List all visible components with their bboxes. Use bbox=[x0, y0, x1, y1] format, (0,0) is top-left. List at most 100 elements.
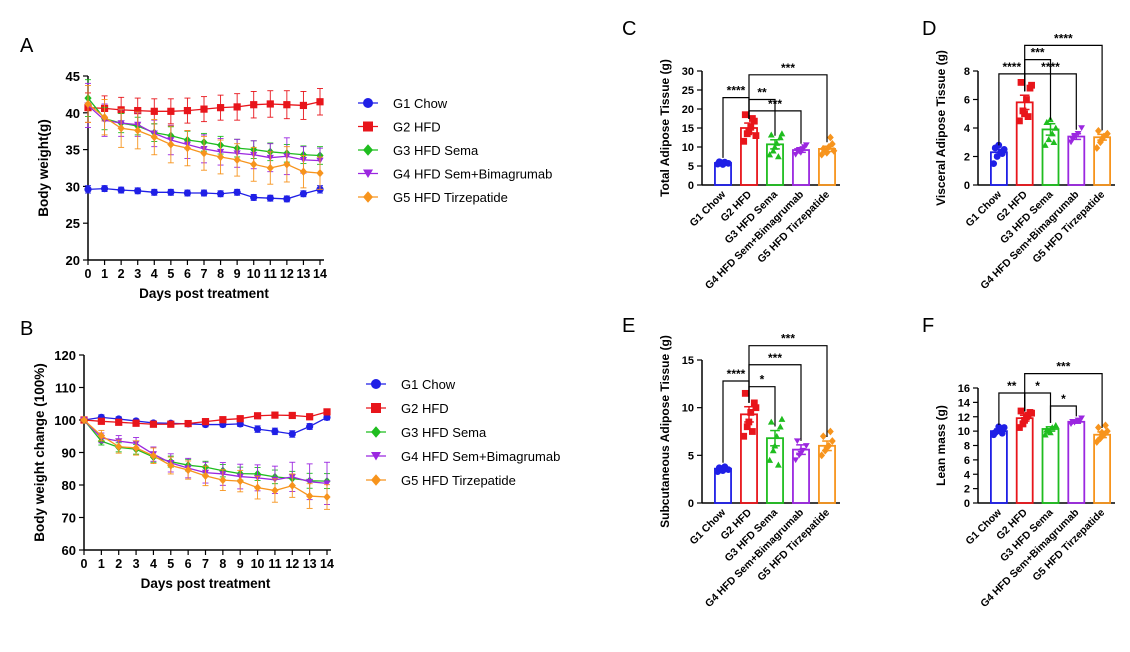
data-point bbox=[1043, 426, 1051, 433]
legend-label: G2 HFD bbox=[393, 120, 441, 135]
data-point bbox=[774, 153, 782, 160]
data-point bbox=[236, 476, 244, 486]
legend-item-G3: G3 HFD Sema bbox=[366, 425, 487, 440]
legend-label: G3 HFD Sema bbox=[393, 143, 479, 158]
bracket-line bbox=[1024, 44, 1103, 131]
data-point bbox=[167, 188, 175, 196]
x-axis-label: Days post treatment bbox=[139, 286, 269, 301]
data-point bbox=[1016, 424, 1023, 431]
data-point bbox=[1041, 431, 1049, 438]
y-tick-label: 20 bbox=[682, 104, 694, 116]
data-point bbox=[134, 126, 142, 135]
data-point bbox=[271, 486, 279, 495]
legend-label: G4 HFD Sem+Bimagrumab bbox=[393, 167, 552, 182]
data-point bbox=[797, 450, 805, 457]
significance-stars: *** bbox=[1056, 360, 1070, 374]
x-tick-label: 14 bbox=[320, 557, 334, 571]
panel-label: D bbox=[922, 18, 936, 40]
y-tick-label: 6 bbox=[964, 95, 970, 107]
data-point bbox=[100, 185, 109, 193]
data-point bbox=[740, 432, 748, 440]
significance-stars: * bbox=[1061, 392, 1066, 406]
bar-group-G2 bbox=[740, 111, 760, 186]
data-point bbox=[1024, 113, 1032, 120]
data-point bbox=[306, 478, 314, 485]
data-point bbox=[306, 491, 314, 501]
data-point bbox=[1016, 117, 1023, 125]
y-tick-label: 10 bbox=[958, 426, 970, 438]
x-tick-label: G1 Chow bbox=[963, 506, 1004, 547]
data-point bbox=[748, 115, 756, 122]
bar-group-G1 bbox=[714, 158, 732, 186]
bar-group-G4 bbox=[1067, 415, 1086, 504]
data-point bbox=[323, 492, 331, 502]
x-tick-label: 8 bbox=[219, 557, 226, 571]
data-point bbox=[288, 411, 296, 420]
data-point bbox=[778, 130, 786, 137]
data-point bbox=[771, 143, 779, 150]
series-G4 bbox=[80, 417, 331, 505]
data-point bbox=[1019, 420, 1027, 428]
x-tick-label: 10 bbox=[251, 557, 265, 571]
x-tick-label: 10 bbox=[247, 267, 261, 281]
bar-group-G1 bbox=[714, 463, 732, 504]
data-point bbox=[828, 140, 836, 148]
data-point bbox=[1050, 138, 1058, 145]
data-point bbox=[990, 160, 998, 168]
x-tick-label: 13 bbox=[303, 557, 317, 571]
data-point bbox=[1023, 96, 1030, 103]
data-point bbox=[1078, 415, 1085, 422]
data-point bbox=[219, 416, 227, 424]
bar-group-G3 bbox=[766, 130, 786, 186]
data-point bbox=[1074, 130, 1082, 137]
data-point bbox=[97, 431, 105, 440]
bracket-line bbox=[1024, 373, 1103, 428]
y-tick-label: 0 bbox=[688, 180, 694, 192]
data-point bbox=[740, 137, 748, 145]
data-point bbox=[823, 148, 831, 157]
data-point bbox=[1095, 126, 1102, 135]
data-point bbox=[766, 151, 774, 158]
y-tick-label: 6 bbox=[964, 455, 970, 467]
y-tick-label: 10 bbox=[682, 403, 694, 415]
y-axis-label: Lean mass (g) bbox=[934, 405, 948, 486]
x-tick-label: 3 bbox=[133, 557, 140, 571]
data-point bbox=[826, 427, 834, 436]
y-tick-label: 120 bbox=[54, 348, 76, 363]
data-point bbox=[201, 418, 210, 426]
significance-stars: **** bbox=[1054, 31, 1073, 45]
y-tick-label: 0 bbox=[964, 180, 970, 192]
x-tick-label: 8 bbox=[217, 267, 224, 281]
data-point bbox=[306, 422, 314, 431]
x-tick-label: 2 bbox=[115, 557, 122, 571]
data-point bbox=[766, 456, 774, 463]
data-point bbox=[250, 101, 258, 109]
significance-stars: **** bbox=[727, 84, 746, 98]
data-point bbox=[115, 442, 123, 451]
data-point bbox=[266, 194, 274, 202]
panel-label: B bbox=[20, 318, 33, 340]
data-point bbox=[1043, 118, 1051, 126]
significance-stars: *** bbox=[1031, 46, 1045, 60]
bar-group-G5 bbox=[1093, 421, 1111, 504]
significance-stars: **** bbox=[1041, 60, 1060, 74]
data-point bbox=[793, 148, 801, 154]
x-tick-label: 9 bbox=[234, 267, 241, 281]
data-point bbox=[132, 443, 140, 453]
data-point bbox=[216, 152, 225, 162]
legend-label: G3 HFD Sema bbox=[401, 425, 487, 440]
legend-label: G4 HFD Sem+Bimagrumab bbox=[401, 449, 560, 464]
data-point bbox=[819, 432, 827, 441]
legend-marker bbox=[363, 169, 373, 178]
y-tick-label: 0 bbox=[964, 498, 970, 510]
legend-marker bbox=[371, 379, 381, 389]
data-point bbox=[748, 428, 756, 435]
x-tick-label: 1 bbox=[101, 267, 108, 281]
y-tick-label: 25 bbox=[682, 85, 694, 97]
chart-D: D 0 2 4 6 8 Visceral Adipose Tissue (g) G1 Chow… bbox=[922, 18, 1115, 292]
significance-stars: *** bbox=[781, 332, 795, 346]
data-point bbox=[1021, 110, 1028, 118]
data-point bbox=[830, 146, 838, 155]
